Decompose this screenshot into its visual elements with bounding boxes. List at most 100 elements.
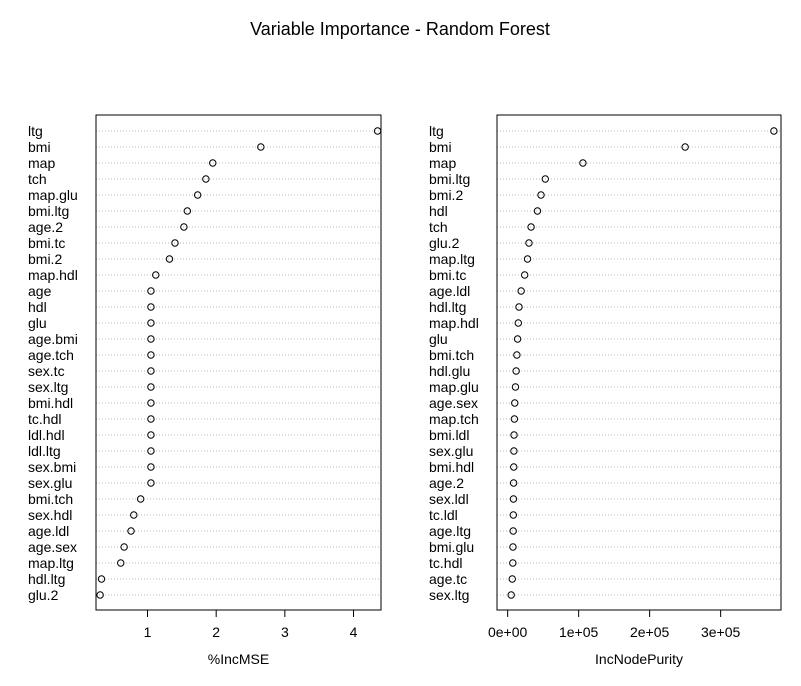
category-label: age.tch [28,347,74,363]
category-label: map [28,155,55,171]
data-point [171,239,179,247]
data-point [507,591,515,599]
category-label: bmi.glu [429,539,474,555]
data-point [209,159,217,167]
category-label: map.glu [28,187,78,203]
data-point [541,175,549,183]
data-point [147,399,155,407]
data-point [770,127,778,135]
data-point [509,527,517,535]
category-label: map.ltg [28,555,74,571]
data-point [509,543,517,551]
category-label: age.tc [429,571,467,587]
category-label: glu.2 [429,235,460,251]
category-label: ldl.hdl [28,427,65,443]
category-label: sex.ltg [28,379,68,395]
data-point [513,351,521,359]
data-point [527,223,535,231]
category-label: age.ldl [429,283,470,299]
data-point [525,239,533,247]
x-tick-label: 1 [144,624,152,640]
category-label: age.ldl [28,523,69,539]
data-point [515,303,523,311]
category-label: tc.hdl [28,411,61,427]
data-point [517,287,525,295]
data-point [579,159,587,167]
data-point [147,319,155,327]
category-label: bmi.2 [28,251,62,267]
data-point [97,575,106,583]
data-point [511,399,519,407]
x-axis-label: %IncMSE [208,651,269,667]
data-point [510,463,518,471]
category-label: map.tch [429,411,479,427]
data-point [147,303,155,311]
data-point [509,511,518,519]
x-tick-label: 0e+00 [488,624,528,640]
data-point [509,559,517,567]
category-label: age.sex [28,539,77,555]
data-point [509,495,518,503]
category-label: hdl [429,203,448,219]
data-point [147,335,155,343]
category-label: sex.glu [28,475,72,491]
data-point [147,479,155,487]
data-point [510,415,519,423]
category-label: bmi.tc [28,235,65,251]
data-point [147,287,155,295]
category-label: map.hdl [429,315,479,331]
data-point [183,207,192,215]
data-point [96,591,104,599]
data-point [152,271,160,279]
category-label: tc.hdl [429,555,462,571]
data-point [117,559,125,567]
data-point [520,271,529,279]
data-point [180,223,188,231]
data-point [202,175,210,183]
category-label: sex.ldl [429,491,469,507]
plot-frame [496,114,782,611]
data-point [510,447,518,455]
category-label: age.2 [28,219,63,235]
data-point [130,511,138,519]
category-label: tch [28,171,47,187]
category-label: bmi [28,139,51,155]
category-label: sex.hdl [28,507,72,523]
x-tick-label: 3 [281,624,289,640]
data-point [513,335,522,343]
category-label: bmi.2 [429,187,463,203]
data-point [514,319,522,327]
panel-incmse: ltgbmimaptchmap.glubmi.ltgage.2bmi.tcbmi… [28,114,382,667]
data-point [147,431,155,439]
category-label: bmi.ldl [429,427,469,443]
category-label: tch [429,219,448,235]
data-point [537,191,545,199]
data-point [510,431,518,439]
category-label: bmi.ltg [429,171,470,187]
category-label: map.glu [429,379,479,395]
x-tick-label: 3e+05 [701,624,741,640]
category-label: glu.2 [28,587,59,603]
category-label: bmi [429,139,452,155]
category-label: age [28,283,52,299]
category-label: glu [28,315,47,331]
category-label: age.sex [429,395,478,411]
category-label: bmi.tch [28,491,73,507]
data-point [147,367,155,375]
category-label: map.ltg [429,251,475,267]
figure-title: Variable Importance - Random Forest [250,19,550,39]
data-point [257,143,265,151]
data-point [512,367,520,375]
data-point [165,255,174,263]
data-point [136,495,145,503]
x-tick-label: 1e+05 [559,624,599,640]
data-point [120,543,128,551]
category-label: map.hdl [28,267,78,283]
x-tick-label: 4 [350,624,358,640]
x-tick-label: 2e+05 [630,624,670,640]
data-point [511,383,520,391]
category-label: age.bmi [28,331,78,347]
category-label: age.ltg [429,523,471,539]
panel-incnodepurity: ltgbmimapbmi.ltgbmi.2hdltchglu.2map.ltgb… [429,114,782,667]
